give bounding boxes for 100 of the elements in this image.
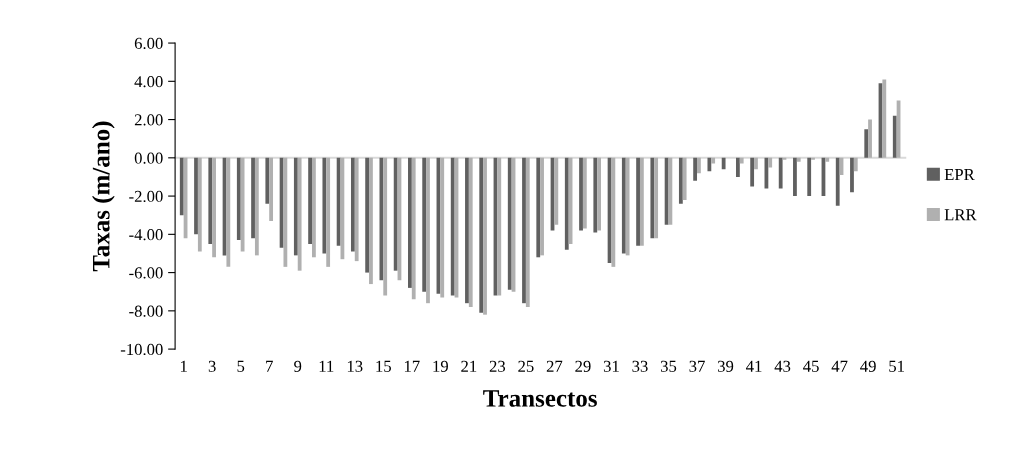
x-tick-label: 1 xyxy=(180,360,187,372)
bar xyxy=(711,157,716,164)
bar xyxy=(536,157,541,258)
bar xyxy=(540,157,544,256)
x-tick-label: 25 xyxy=(518,360,534,372)
bar xyxy=(208,157,213,244)
x-axis-title: Transectos xyxy=(483,390,597,407)
bar xyxy=(479,157,484,313)
bar xyxy=(336,157,341,246)
bar xyxy=(621,157,626,254)
bar xyxy=(678,157,683,204)
bar xyxy=(650,157,655,239)
bar xyxy=(579,157,583,231)
x-tick-label: 47 xyxy=(831,360,848,372)
bar xyxy=(597,157,601,231)
bar xyxy=(365,157,370,273)
bar xyxy=(611,157,616,267)
bar xyxy=(411,157,416,300)
y-tick-label: -8.00 xyxy=(129,305,163,317)
bar xyxy=(892,115,897,158)
bar xyxy=(693,157,698,181)
bar xyxy=(664,157,669,225)
x-tick-label: 37 xyxy=(689,360,705,372)
bar xyxy=(383,157,388,296)
legend-label: LRR xyxy=(944,209,977,221)
x-tick-label: 39 xyxy=(718,360,734,372)
bar xyxy=(707,157,712,172)
y-tick-label: -4.00 xyxy=(129,229,163,241)
bar xyxy=(835,157,840,206)
x-tick-label: 19 xyxy=(433,360,448,372)
bar xyxy=(636,157,640,246)
bar xyxy=(194,157,198,235)
bar xyxy=(807,157,812,197)
bar xyxy=(522,157,526,304)
bar xyxy=(265,157,270,204)
y-tick-label: 2.00 xyxy=(134,114,163,126)
bar xyxy=(283,157,288,267)
bar xyxy=(197,157,202,252)
x-tick-label: 49 xyxy=(860,360,876,372)
x-tick-label: 15 xyxy=(376,360,391,372)
x-tick-label: 23 xyxy=(489,360,506,372)
x-tick-label: 51 xyxy=(889,360,904,372)
x-tick-label: 27 xyxy=(546,360,563,372)
bar xyxy=(322,157,327,254)
bar xyxy=(226,157,231,267)
bar xyxy=(750,157,755,187)
bar xyxy=(326,157,331,267)
bar xyxy=(768,157,773,168)
x-tick-label: 43 xyxy=(774,360,791,372)
y-tick-label: 0.00 xyxy=(134,152,163,164)
bar xyxy=(240,157,245,252)
bar xyxy=(369,157,373,285)
x-tick-label: 11 xyxy=(319,360,334,372)
bar xyxy=(825,157,830,162)
bar xyxy=(251,157,255,239)
x-tick-label: 9 xyxy=(294,360,302,372)
bar xyxy=(721,157,726,170)
y-tick-label: 6.00 xyxy=(134,37,163,50)
bar xyxy=(393,157,398,271)
bar xyxy=(868,119,872,158)
bar xyxy=(379,157,384,281)
y-axis-title: Taxas (m/ano) xyxy=(92,121,115,272)
bar xyxy=(450,157,455,296)
x-tick-label: 3 xyxy=(208,360,216,372)
x-tick-label: 7 xyxy=(266,360,273,372)
x-tick-label: 29 xyxy=(575,360,591,372)
bar xyxy=(422,157,427,292)
x-tick-label: 31 xyxy=(603,360,619,372)
y-tick-label: -10.00 xyxy=(120,343,163,356)
bar xyxy=(639,157,644,246)
bar xyxy=(293,157,298,256)
x-tick-label: 21 xyxy=(461,360,477,372)
bar xyxy=(554,157,559,225)
bar xyxy=(212,157,216,258)
bar xyxy=(564,157,569,250)
x-tick-label: 5 xyxy=(237,360,245,372)
bar xyxy=(236,157,241,241)
bar xyxy=(853,157,858,172)
bar xyxy=(682,157,687,200)
bar xyxy=(254,157,259,256)
bar xyxy=(350,157,355,252)
bar xyxy=(778,157,783,189)
bar xyxy=(625,157,630,256)
x-tick-label: 35 xyxy=(660,360,677,372)
bar xyxy=(882,79,887,158)
bar xyxy=(754,157,758,170)
y-tick-label: -2.00 xyxy=(129,190,163,203)
bar xyxy=(312,157,316,258)
x-tick-label: 17 xyxy=(404,360,420,372)
bar xyxy=(864,129,869,158)
bar xyxy=(440,157,445,298)
y-tick-label: -6.00 xyxy=(129,267,163,279)
x-tick-label: 41 xyxy=(746,360,762,372)
bar xyxy=(468,157,473,308)
bar xyxy=(593,157,598,233)
bar xyxy=(796,157,801,162)
bar xyxy=(426,157,430,304)
x-tick-label: 33 xyxy=(632,360,648,372)
bar xyxy=(697,157,701,174)
x-tick-label: 45 xyxy=(803,360,819,372)
